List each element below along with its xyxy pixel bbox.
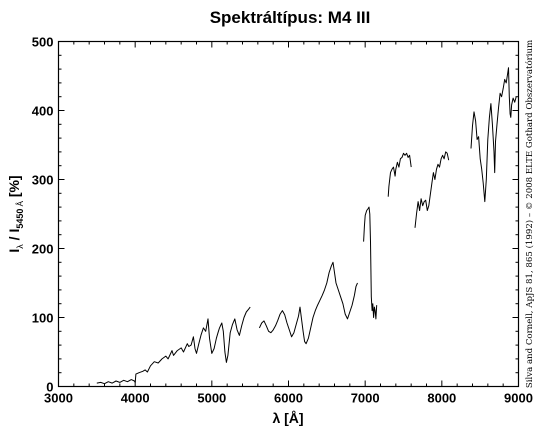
x-tick-label: 4000	[121, 391, 150, 406]
y-label-unit: [%]	[6, 175, 22, 201]
y-label-lambda-sub: λ	[15, 244, 25, 249]
y-tick-label: 0	[46, 380, 53, 395]
y-axis-label: Iλ / I5450 Å [%]	[6, 175, 25, 252]
y-label-slash: / I	[6, 229, 22, 245]
spectrum-line-segment	[470, 67, 517, 203]
x-axis: 3000 4000 5000 6000 7000 8000 9000	[44, 41, 533, 406]
x-tick-label: 7000	[351, 391, 380, 406]
x-tick-label: 5000	[197, 391, 226, 406]
x-tick-label: 8000	[427, 391, 456, 406]
x-tick-label: 3000	[44, 391, 73, 406]
spectrum-line-segment	[387, 152, 412, 197]
x-tick-label: 9000	[504, 391, 533, 406]
y-tick-label: 300	[32, 173, 54, 188]
plot-frame	[57, 40, 520, 388]
x-tick-label: 6000	[274, 391, 303, 406]
spectrum-line-segment	[96, 306, 251, 385]
y-tick-label: 100	[32, 311, 54, 326]
x-axis-label: λ [Å]	[272, 410, 303, 426]
y-label-main: I	[6, 249, 22, 253]
chart-title: Spektráltípus: M4 III	[210, 8, 371, 27]
spectrum-series	[96, 67, 517, 385]
y-label-ref-unit: Å	[16, 200, 25, 208]
spectrum-line-segment	[363, 206, 378, 320]
y-label-ref-sub: 5450	[15, 209, 25, 229]
y-tick-label: 200	[32, 242, 54, 257]
y-axis: 0 100 200 300 400 500	[32, 35, 519, 395]
spectrum-line-segment	[258, 261, 358, 345]
source-credit: Silva and Cornell, ApJS 81, 865 (1992) –…	[524, 40, 535, 388]
spectrum-line-segment	[414, 151, 450, 228]
y-tick-label: 500	[32, 35, 54, 50]
y-tick-label: 400	[32, 104, 54, 119]
